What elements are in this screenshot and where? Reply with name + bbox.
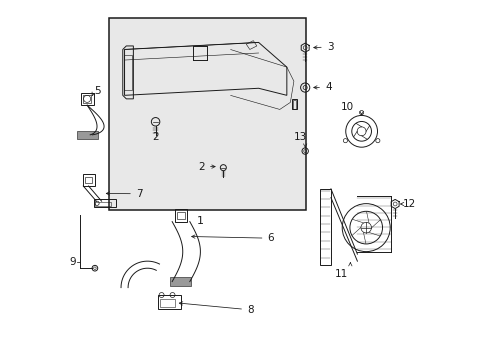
Bar: [177, 212, 184, 219]
Text: 7: 7: [106, 189, 142, 199]
Bar: [292, 100, 296, 109]
Text: 3: 3: [313, 42, 333, 52]
Bar: [158, 295, 181, 309]
Text: 12: 12: [402, 199, 415, 209]
Bar: [81, 93, 93, 105]
Text: 4: 4: [313, 82, 331, 92]
Text: 11: 11: [334, 269, 347, 279]
Bar: [95, 202, 111, 206]
Bar: [320, 189, 330, 265]
Bar: [82, 174, 94, 186]
Text: 5: 5: [94, 86, 100, 96]
Text: 2: 2: [152, 132, 159, 142]
Bar: [170, 277, 190, 286]
Bar: [174, 209, 187, 222]
Bar: [77, 131, 98, 139]
Text: 6: 6: [191, 233, 273, 243]
Text: 1: 1: [197, 216, 203, 226]
Text: 10: 10: [341, 102, 354, 112]
Bar: [123, 55, 131, 90]
Text: 13: 13: [293, 132, 306, 142]
Bar: [83, 95, 91, 103]
Bar: [160, 299, 175, 307]
Text: 2: 2: [198, 162, 215, 172]
Text: 8: 8: [179, 302, 253, 315]
Bar: [93, 199, 116, 207]
Bar: [108, 18, 305, 210]
Text: 9: 9: [69, 257, 76, 267]
Bar: [85, 176, 92, 184]
